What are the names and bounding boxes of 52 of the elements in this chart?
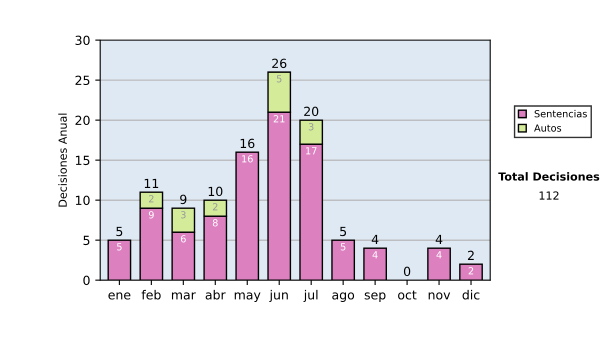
data-label: 8 — [212, 219, 218, 226]
total-label: 0 — [404, 266, 410, 276]
x-tick-label: feb — [142, 290, 161, 300]
x-tick-label: ago — [332, 292, 354, 302]
y-tick-label: 10 — [76, 196, 90, 206]
x-tick-label: jul — [304, 290, 318, 302]
data-label: 4 — [436, 251, 442, 258]
x-tick-label: may — [234, 292, 260, 302]
x-tick-label: sep — [364, 292, 386, 302]
legend-label: Sentencias — [534, 110, 587, 118]
data-label: 5 — [276, 75, 282, 82]
data-label: 21 — [274, 115, 285, 122]
y-tick-label: 0 — [83, 276, 90, 286]
total-label: 10 — [208, 186, 222, 196]
data-label: 5 — [117, 243, 122, 250]
total-label: 2 — [468, 250, 474, 260]
x-tick-label: dic — [462, 290, 480, 300]
y-tick-label: 30 — [76, 36, 90, 46]
x-tick-label: ene — [108, 292, 130, 300]
total-label: 4 — [372, 234, 378, 244]
data-label: 3 — [308, 123, 314, 130]
legend-label: Autos — [534, 124, 562, 132]
data-label: 16 — [242, 155, 253, 162]
y-tick-label: 25 — [75, 76, 90, 86]
y-tick-label: 20 — [75, 116, 90, 126]
x-tick-label: jun — [269, 290, 288, 302]
data-label: 2 — [468, 267, 474, 274]
data-label: 2 — [212, 203, 218, 210]
total-label: 5 — [116, 226, 122, 236]
y-tick-label: 15 — [76, 156, 90, 166]
x-tick-label: oct — [398, 290, 416, 300]
data-label: 4 — [372, 251, 378, 258]
total-label: 26 — [272, 58, 286, 68]
total-label: 4 — [436, 234, 442, 244]
total-label: 16 — [240, 138, 254, 148]
text: 112 — [540, 191, 558, 200]
data-label: 5 — [340, 243, 346, 250]
x-tick-label: mar — [172, 292, 196, 300]
text: Total Decisiones — [498, 172, 600, 181]
data-label: 6 — [180, 235, 186, 242]
y-tick-label: 5 — [83, 236, 90, 246]
data-label: 17 — [306, 147, 317, 154]
x-tick-label: abr — [206, 290, 226, 300]
y-axis-title: Decisiones Anual — [58, 114, 67, 207]
total-label: 11 — [144, 178, 158, 188]
data-label: 3 — [180, 211, 186, 218]
total-label: 9 — [180, 194, 186, 204]
total-label: 20 — [304, 106, 318, 116]
total-label: 5 — [340, 226, 346, 236]
x-tick-label: nov — [428, 292, 450, 300]
data-label: 2 — [148, 195, 154, 202]
data-label: 9 — [148, 211, 154, 218]
